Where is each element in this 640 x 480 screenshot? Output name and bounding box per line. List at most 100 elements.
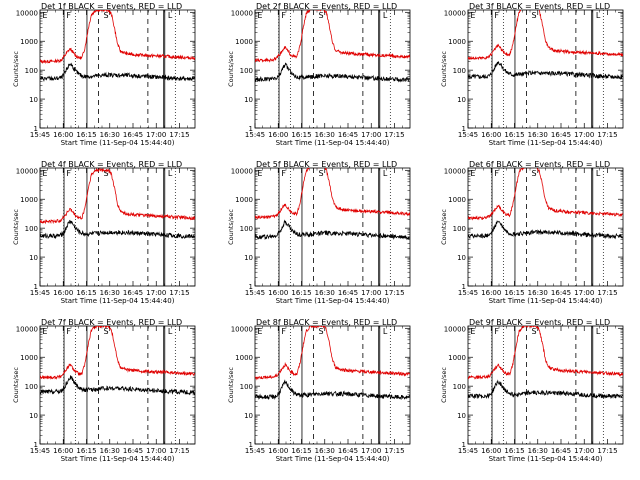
lld-series-line [255, 326, 410, 381]
x-axis-label: Start Time (11-Sep-04 15:44:40) [489, 139, 603, 147]
marker-letter: L [383, 327, 388, 336]
marker-letter: S [319, 327, 324, 336]
chart-title: Det 4f BLACK = Events, RED = LLD [41, 160, 182, 169]
y-tick-label: 100 [453, 67, 466, 75]
marker-letter: E [42, 327, 47, 336]
y-axis-label: Counts/sec [440, 209, 448, 245]
y-tick-label: 10 [244, 412, 253, 420]
x-tick-label: 15:45 [30, 447, 50, 455]
x-tick-label: 17:15 [597, 447, 617, 455]
y-tick-label: 100 [453, 225, 466, 233]
x-tick-label: 16:45 [123, 289, 143, 297]
y-tick-label: 1000 [448, 38, 466, 46]
x-tick-label: 17:00 [574, 131, 594, 139]
marker-letter: F [494, 169, 499, 178]
x-tick-label: 16:00 [53, 131, 73, 139]
y-tick-label: 1 [462, 125, 466, 133]
marker-letter: E [470, 327, 475, 336]
marker-letter: F [66, 11, 71, 20]
marker-letter: L [383, 11, 388, 20]
y-tick-label: 100 [240, 67, 253, 75]
y-tick-label: 10000 [231, 167, 253, 175]
x-tick-label: 15:45 [458, 447, 478, 455]
x-axis-label: Start Time (11-Sep-04 15:44:40) [61, 297, 175, 305]
x-tick-label: 16:45 [123, 447, 143, 455]
plot-frame [467, 325, 624, 445]
marker-letter: S [532, 327, 537, 336]
x-tick-label: 15:45 [458, 131, 478, 139]
y-axis-label: Counts/sec [440, 51, 448, 87]
x-tick-label: 17:00 [361, 447, 381, 455]
marker-letter: S [532, 11, 537, 20]
x-tick-label: 17:15 [169, 289, 189, 297]
y-tick-label: 100 [25, 225, 38, 233]
x-tick-label: 16:15 [291, 131, 311, 139]
y-tick-label: 10000 [16, 9, 38, 17]
chart-title: Det 9f BLACK = Events, RED = LLD [469, 318, 610, 327]
y-tick-label: 1 [34, 125, 38, 133]
events-series-line [468, 379, 623, 400]
x-tick-label: 17:15 [597, 289, 617, 297]
plot-frame [254, 9, 411, 129]
lld-series-line [40, 168, 195, 225]
chart-title: Det 2f BLACK = Events, RED = LLD [256, 2, 397, 11]
x-axis-label: Start Time (11-Sep-04 15:44:40) [489, 297, 603, 305]
chart-panel-1: Det 1f BLACK = Events, RED = LLD 1 10 100 10… [12, 2, 196, 147]
chart-panel-5: Det 5f BLACK = Events, RED = LLD 1 10 100 10… [227, 160, 411, 305]
marker-letter: L [596, 327, 601, 336]
x-tick-label: 15:45 [30, 289, 50, 297]
marker-letter: F [66, 327, 71, 336]
marker-letter: E [42, 11, 47, 20]
plot-frame [39, 167, 196, 287]
plot-frame [39, 325, 196, 445]
marker-letter: F [494, 327, 499, 336]
marker-letter: L [596, 169, 601, 178]
marker-letter: S [532, 169, 537, 178]
y-tick-label: 10000 [16, 325, 38, 333]
events-series-line [468, 61, 623, 80]
x-tick-label: 16:30 [100, 131, 120, 139]
y-axis-label: Counts/sec [227, 367, 235, 403]
marker-letter: F [281, 327, 286, 336]
y-tick-label: 1000 [20, 196, 38, 204]
x-tick-label: 16:30 [315, 289, 335, 297]
y-tick-label: 10 [244, 96, 253, 104]
x-tick-label: 16:15 [291, 289, 311, 297]
x-tick-label: 17:15 [384, 131, 404, 139]
x-tick-label: 16:30 [528, 131, 548, 139]
x-axis-label: Start Time (11-Sep-04 15:44:40) [61, 139, 175, 147]
events-series-line [255, 379, 410, 401]
y-tick-label: 1000 [235, 354, 253, 362]
marker-letter: F [494, 11, 499, 20]
plot-frame [39, 9, 196, 129]
y-tick-label: 10 [457, 412, 466, 420]
events-series-line [40, 219, 195, 240]
x-tick-label: 16:30 [315, 131, 335, 139]
x-axis-label: Start Time (11-Sep-04 15:44:40) [489, 455, 603, 463]
x-tick-label: 16:15 [291, 447, 311, 455]
y-tick-label: 10000 [16, 167, 38, 175]
marker-letter: L [596, 11, 601, 20]
x-tick-label: 15:45 [458, 289, 478, 297]
x-tick-label: 15:45 [245, 447, 265, 455]
x-tick-label: 16:00 [481, 131, 501, 139]
y-tick-label: 1 [462, 441, 466, 449]
x-tick-label: 16:45 [338, 289, 358, 297]
x-tick-label: 16:00 [481, 447, 501, 455]
x-tick-label: 17:00 [146, 447, 166, 455]
x-tick-label: 16:45 [551, 131, 571, 139]
y-tick-label: 10 [457, 96, 466, 104]
x-tick-label: 17:15 [169, 447, 189, 455]
marker-letter: S [319, 11, 324, 20]
marker-letter: L [168, 11, 173, 20]
y-tick-label: 1000 [20, 38, 38, 46]
chart-panel-9: Det 9f BLACK = Events, RED = LLD 1 10 100 10… [440, 318, 624, 463]
x-tick-label: 16:30 [100, 289, 120, 297]
x-tick-label: 17:15 [384, 447, 404, 455]
x-tick-label: 17:00 [361, 131, 381, 139]
marker-letter: F [281, 169, 286, 178]
y-tick-label: 10000 [444, 325, 466, 333]
x-tick-label: 16:45 [338, 131, 358, 139]
x-axis-label: Start Time (11-Sep-04 15:44:40) [61, 455, 175, 463]
